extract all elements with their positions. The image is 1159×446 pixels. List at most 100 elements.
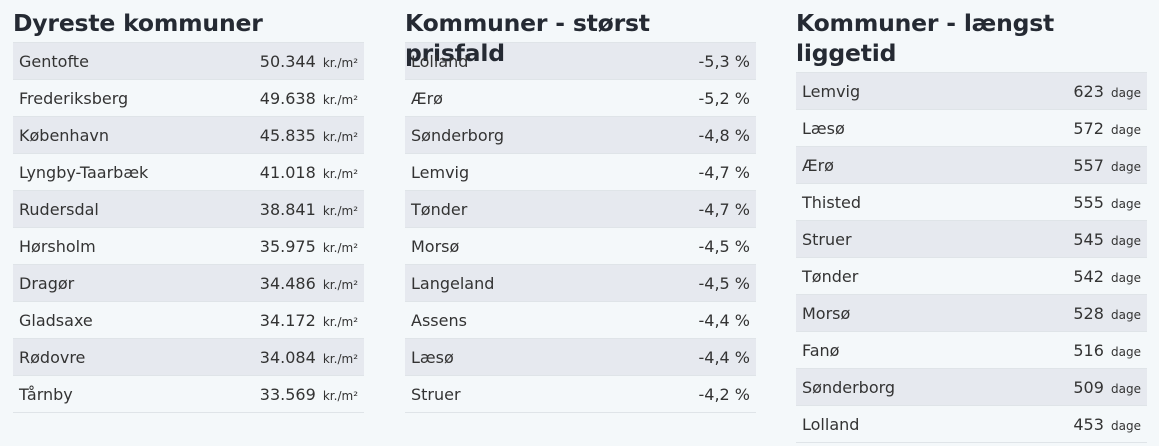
municipality-name: Frederiksberg — [19, 88, 129, 108]
value-unit: dage — [1111, 196, 1141, 211]
metric-value: -4,5 % — [698, 274, 750, 293]
value-unit: kr./m² — [322, 277, 358, 292]
municipality-name: Tårnby — [19, 384, 73, 404]
value-unit: dage — [1111, 381, 1141, 396]
value-number: 38.841 — [259, 199, 316, 219]
value-number: 528 — [1073, 303, 1104, 323]
metric-value: 545 dage — [1073, 230, 1141, 249]
value-unit: kr./m² — [322, 240, 358, 255]
municipality-name: Lolland — [411, 51, 469, 71]
value-unit: dage — [1111, 85, 1141, 100]
municipality-name: Morsø — [411, 236, 460, 256]
list-item: Struer 545 dage — [796, 221, 1147, 258]
value-number: -4,5 % — [698, 236, 750, 256]
list-item: Lolland 453 dage — [796, 406, 1147, 443]
list-item: Dragør 34.486 kr./m² — [13, 265, 364, 302]
panel-title: Dyreste kommuner — [13, 9, 263, 37]
municipality-name: Gladsaxe — [19, 310, 93, 330]
value-unit: kr./m² — [322, 388, 358, 403]
municipality-name: Ærø — [802, 155, 834, 175]
municipality-name: Assens — [411, 310, 467, 330]
value-number: -4,4 % — [698, 310, 750, 330]
list-item: Tønder 542 dage — [796, 258, 1147, 295]
list-item: Rudersdal 38.841 kr./m² — [13, 191, 364, 228]
value-number: -4,4 % — [698, 347, 750, 367]
value-unit: dage — [1111, 418, 1141, 433]
panel-stoerst-prisfald: Kommuner - størst prisfald Lolland -5,3 %… — [405, 0, 756, 413]
metric-value: 509 dage — [1073, 378, 1141, 397]
list-item: Læsø -4,4 % — [405, 339, 756, 376]
metric-value: 623 dage — [1073, 82, 1141, 101]
metric-value: 33.569 kr./m² — [260, 385, 358, 404]
list-item: Frederiksberg 49.638 kr./m² — [13, 80, 364, 117]
list-item: Ærø -5,2 % — [405, 80, 756, 117]
metric-value: 41.018 kr./m² — [260, 163, 358, 182]
value-number: 557 — [1073, 155, 1104, 175]
municipality-name: Lemvig — [802, 81, 861, 101]
municipality-name: Gentofte — [19, 51, 89, 71]
metric-value: -4,7 % — [698, 200, 750, 219]
value-unit: kr./m² — [322, 166, 358, 181]
metric-value: -4,4 % — [698, 311, 750, 330]
list-item: Morsø -4,5 % — [405, 228, 756, 265]
value-number: -5,3 % — [698, 51, 750, 71]
municipality-name: Rødovre — [19, 347, 86, 367]
municipality-name: Lolland — [802, 414, 860, 434]
metric-value: 557 dage — [1073, 156, 1141, 175]
municipality-name: Hørsholm — [19, 236, 96, 256]
list-item: Gentofte 50.344 kr./m² — [13, 43, 364, 80]
municipality-name: Langeland — [411, 273, 495, 293]
value-unit: dage — [1111, 307, 1141, 322]
value-number: -4,7 % — [698, 199, 750, 219]
metric-value: 453 dage — [1073, 415, 1141, 434]
metric-value: -5,2 % — [698, 89, 750, 108]
value-unit: kr./m² — [322, 92, 358, 107]
value-unit: kr./m² — [322, 55, 358, 70]
metric-value: 516 dage — [1073, 341, 1141, 360]
value-unit: kr./m² — [322, 203, 358, 218]
ranking-list: Gentofte 50.344 kr./m² Frederiksberg 49.638… — [13, 42, 364, 413]
value-unit: dage — [1111, 159, 1141, 174]
list-item: Assens -4,4 % — [405, 302, 756, 339]
value-number: 41.018 — [259, 162, 316, 182]
value-unit: dage — [1111, 344, 1141, 359]
list-item: Morsø 528 dage — [796, 295, 1147, 332]
municipality-name: København — [19, 125, 109, 145]
value-number: 49.638 — [259, 88, 316, 108]
list-item: Gladsaxe 34.172 kr./m² — [13, 302, 364, 339]
municipality-name: Læsø — [802, 118, 845, 138]
municipality-name: Struer — [411, 384, 461, 404]
municipality-name: Morsø — [802, 303, 851, 323]
list-item: Tønder -4,7 % — [405, 191, 756, 228]
list-item: Fanø 516 dage — [796, 332, 1147, 369]
metric-value: 555 dage — [1073, 193, 1141, 212]
value-number: 35.975 — [259, 236, 316, 256]
list-item: Thisted 555 dage — [796, 184, 1147, 221]
metric-value: -4,8 % — [698, 126, 750, 145]
metric-value: 34.172 kr./m² — [260, 311, 358, 330]
municipality-name: Læsø — [411, 347, 454, 367]
list-item: Tårnby 33.569 kr./m² — [13, 376, 364, 413]
metric-value: -4,2 % — [698, 385, 750, 404]
list-item: Sønderborg 509 dage — [796, 369, 1147, 406]
value-number: -4,5 % — [698, 273, 750, 293]
metric-value: 528 dage — [1073, 304, 1141, 323]
value-number: 34.172 — [259, 310, 316, 330]
list-item: Lolland -5,3 % — [405, 43, 756, 80]
value-number: -4,2 % — [698, 384, 750, 404]
municipality-name: Lemvig — [411, 162, 470, 182]
value-number: 453 — [1073, 414, 1104, 434]
value-unit: dage — [1111, 122, 1141, 137]
panel-title: Kommuner - længst liggetid — [796, 9, 1055, 67]
municipality-name: Ærø — [411, 88, 443, 108]
value-number: 34.486 — [259, 273, 316, 293]
panel-laengst-liggetid: Kommuner - længst liggetid Lemvig 623 dag… — [796, 0, 1147, 443]
value-unit: kr./m² — [322, 314, 358, 329]
value-number: 572 — [1073, 118, 1104, 138]
municipality-name: Struer — [802, 229, 852, 249]
metric-value: 542 dage — [1073, 267, 1141, 286]
value-number: 545 — [1073, 229, 1104, 249]
metric-value: 38.841 kr./m² — [260, 200, 358, 219]
municipality-name: Sønderborg — [802, 377, 896, 397]
value-number: -4,8 % — [698, 125, 750, 145]
